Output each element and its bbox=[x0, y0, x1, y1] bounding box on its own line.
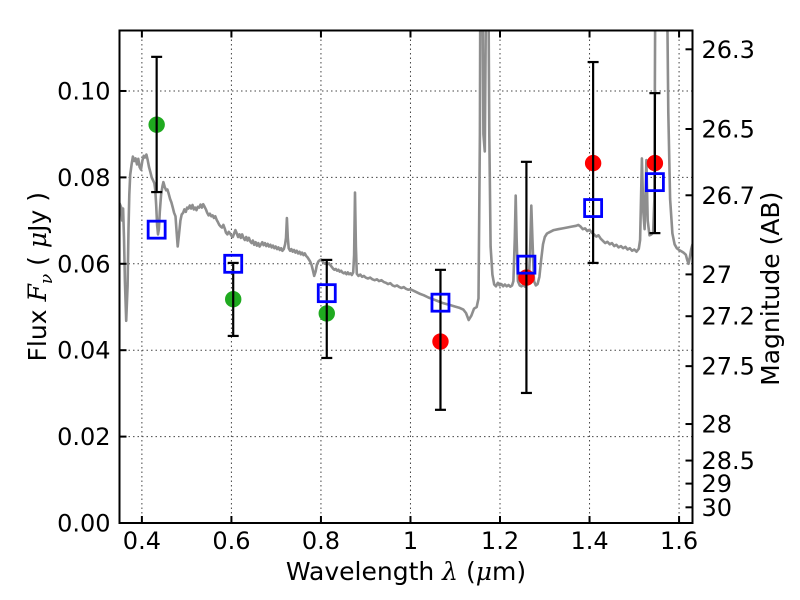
blue-square-marker bbox=[430, 292, 451, 313]
y-tick-label-magnitude: 27.2 bbox=[702, 303, 755, 331]
blue-square-marker bbox=[146, 219, 167, 240]
y-tick-label-flux: 0.02 bbox=[57, 423, 110, 451]
y-tick-label-flux: 0.08 bbox=[57, 164, 110, 192]
y-tick-label-magnitude: 29 bbox=[702, 470, 733, 498]
x-tick-label: 0.4 bbox=[123, 527, 161, 555]
x-axis-label: Wavelength λ (μm) bbox=[286, 557, 526, 586]
data-area bbox=[119, 30, 693, 411]
y-tick-label-flux: 0.00 bbox=[57, 510, 110, 538]
y-tick-label-magnitude: 26.3 bbox=[702, 36, 755, 64]
x-tick-label: 1.2 bbox=[481, 527, 519, 555]
y-axis-label-flux-part: Flux bbox=[23, 302, 52, 362]
x-axis-label-part: λ bbox=[441, 557, 458, 586]
error-bars-group bbox=[151, 55, 661, 411]
y-axis-label-flux-part: ( bbox=[23, 248, 52, 274]
x-tick-label: 1.6 bbox=[660, 527, 698, 555]
y-axis-label-flux-part: ν bbox=[37, 274, 57, 284]
error-bar bbox=[587, 60, 599, 265]
y-axis-label-flux-part: μ bbox=[23, 232, 52, 248]
y-axis-label-magnitude-part: Magnitude (AB) bbox=[756, 192, 785, 386]
y-tick-label-flux: 0.06 bbox=[57, 250, 110, 278]
y-axis-label-magnitude: Magnitude (AB) bbox=[756, 192, 785, 386]
y-tick-label-magnitude: 26.7 bbox=[702, 182, 755, 210]
y-tick-label-magnitude: 30 bbox=[702, 494, 733, 522]
x-tick-label: 0.8 bbox=[302, 527, 340, 555]
blue-square-marker bbox=[316, 283, 337, 304]
ticks-group bbox=[119, 30, 693, 524]
y-tick-label-magnitude: 27 bbox=[702, 261, 733, 289]
error-bar bbox=[151, 55, 163, 194]
y-axis-label-flux-part: F bbox=[23, 283, 52, 303]
x-axis-label-part: ( bbox=[458, 557, 476, 586]
error-bar bbox=[520, 160, 532, 395]
y-axis-label-flux: Flux Fν ( μJy ) bbox=[23, 192, 57, 361]
grid-group bbox=[119, 30, 693, 523]
blue-square-marker bbox=[583, 198, 604, 218]
x-tick-label: 1.4 bbox=[570, 527, 608, 555]
y-tick-label-magnitude: 28 bbox=[702, 411, 733, 439]
x-axis-label-part: m) bbox=[492, 557, 526, 586]
x-axis-label-part: μ bbox=[476, 557, 492, 586]
blue-square-marker bbox=[644, 172, 665, 193]
blue-square-marker bbox=[516, 254, 537, 275]
error-bar bbox=[321, 258, 333, 360]
y-tick-label-flux: 0.10 bbox=[57, 77, 110, 105]
plot-border bbox=[118, 29, 694, 524]
y-tick-label-magnitude: 28.5 bbox=[702, 447, 755, 475]
x-tick-label: 0.6 bbox=[212, 527, 250, 555]
x-tick-label: 1 bbox=[403, 527, 418, 555]
error-bar bbox=[227, 261, 239, 338]
y-tick-label-flux: 0.04 bbox=[57, 337, 110, 365]
y-axis-label-flux-part: Jy ) bbox=[23, 192, 52, 234]
y-tick-label-magnitude: 26.5 bbox=[702, 115, 755, 143]
error-bar bbox=[649, 92, 661, 235]
x-axis-label-part: Wavelength bbox=[286, 557, 442, 586]
y-tick-label-magnitude: 27.5 bbox=[702, 353, 755, 381]
blue-square-marker bbox=[223, 253, 244, 274]
model-spectrum-line bbox=[119, 30, 693, 323]
